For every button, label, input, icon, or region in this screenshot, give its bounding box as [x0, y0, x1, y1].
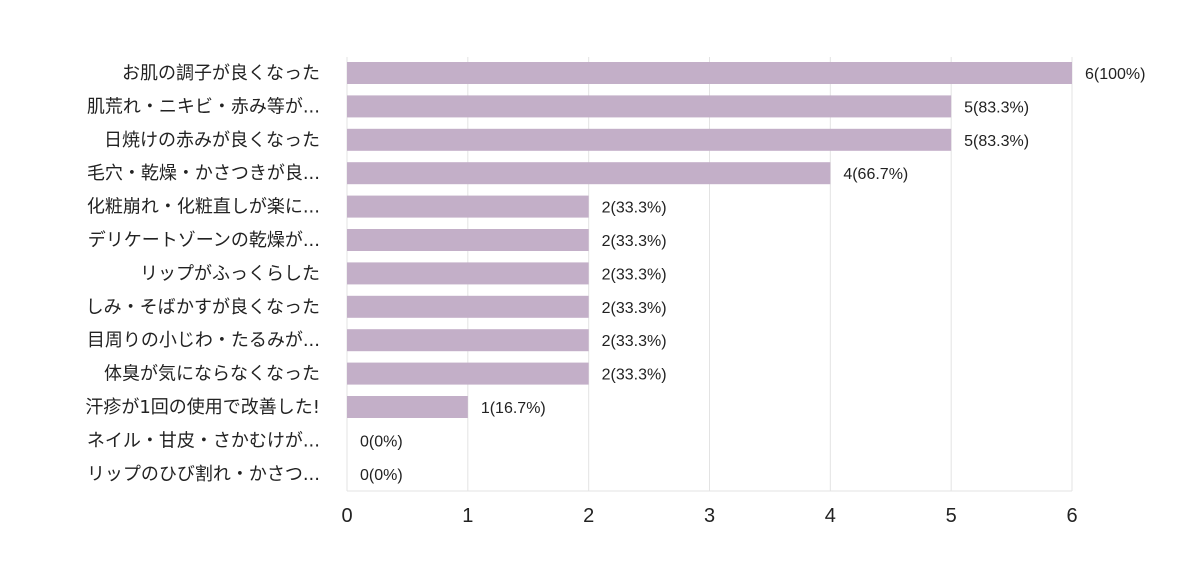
bar	[347, 396, 468, 418]
data-label: 2(33.3%)	[602, 333, 667, 350]
category-label: ネイル・甘皮・さかむけが...	[87, 430, 320, 451]
bar	[347, 295, 589, 318]
x-tick-label: 6	[1066, 505, 1077, 527]
data-label: 4(66.7%)	[843, 166, 908, 183]
x-tick-label: 2	[583, 505, 594, 527]
data-label: 0(0%)	[360, 433, 403, 450]
data-label: 2(33.3%)	[602, 233, 667, 250]
bar	[347, 229, 589, 251]
x-tick-label: 4	[825, 505, 836, 527]
x-tick-label: 5	[946, 505, 957, 527]
bar	[347, 262, 589, 285]
bar	[347, 195, 589, 218]
data-label: 2(33.3%)	[602, 300, 667, 317]
category-label: 毛穴・乾燥・かさつきが良...	[87, 163, 320, 184]
category-label: 汗疹が1回の使用で改善した!	[85, 397, 320, 418]
category-label: 目周りの小じわ・たるみが...	[87, 330, 320, 351]
data-label: 0(0%)	[360, 467, 403, 484]
category-label: 肌荒れ・ニキビ・赤み等が...	[87, 96, 320, 117]
category-label: リップがふっくらした	[140, 263, 320, 284]
bar	[347, 162, 831, 185]
data-label: 2(33.3%)	[602, 200, 667, 217]
category-label: デリケートゾーンの乾燥が...	[88, 230, 320, 251]
category-label: 体臭が気にならなくなった	[104, 364, 320, 385]
category-label: 化粧崩れ・化粧直しが楽に...	[87, 197, 320, 218]
data-label: 5(83.3%)	[964, 133, 1029, 150]
category-label: リップのひび割れ・かさつ...	[87, 464, 320, 485]
bar	[347, 95, 952, 118]
data-label: 5(83.3%)	[964, 99, 1029, 116]
x-tick-label: 0	[341, 505, 352, 527]
category-label: お肌の調子が良くなった	[122, 63, 320, 84]
data-label: 6(100%)	[1085, 66, 1145, 83]
x-tick-label: 1	[462, 505, 473, 527]
bar	[347, 128, 952, 151]
bar	[347, 362, 589, 385]
data-label: 2(33.3%)	[602, 367, 667, 384]
category-label: しみ・そばかすが良くなった	[86, 297, 320, 318]
bar	[347, 62, 1072, 84]
category-label: 日焼けの赤みが良くなった	[104, 130, 320, 151]
bar	[347, 329, 589, 352]
data-label: 2(33.3%)	[602, 266, 667, 283]
data-label: 1(16.7%)	[481, 400, 546, 417]
x-tick-label: 3	[704, 505, 715, 527]
